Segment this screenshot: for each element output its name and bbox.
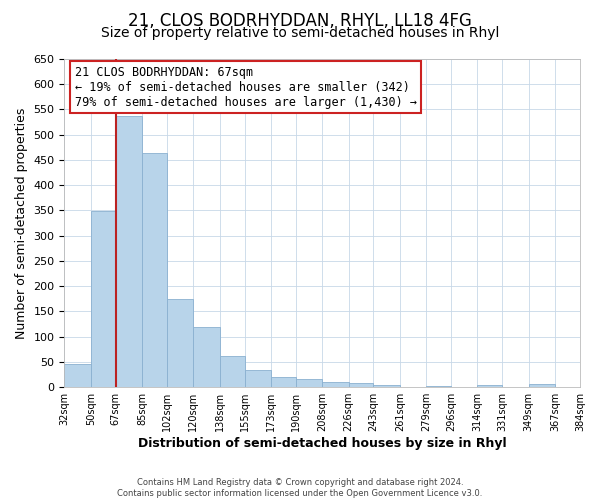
Bar — [373, 384, 400, 387]
Bar — [478, 385, 502, 387]
Text: 21 CLOS BODRHYDDAN: 67sqm
← 19% of semi-detached houses are smaller (342)
79% of: 21 CLOS BODRHYDDAN: 67sqm ← 19% of semi-… — [75, 66, 417, 108]
Bar — [220, 356, 245, 387]
Bar — [116, 116, 142, 387]
Bar — [296, 378, 322, 387]
Bar — [142, 154, 167, 387]
Text: Size of property relative to semi-detached houses in Rhyl: Size of property relative to semi-detach… — [101, 26, 499, 40]
Bar — [426, 386, 451, 387]
Text: Contains HM Land Registry data © Crown copyright and database right 2024.
Contai: Contains HM Land Registry data © Crown c… — [118, 478, 482, 498]
Bar — [193, 327, 220, 387]
Bar — [271, 377, 296, 387]
Bar — [91, 212, 116, 387]
X-axis label: Distribution of semi-detached houses by size in Rhyl: Distribution of semi-detached houses by … — [138, 437, 506, 450]
Bar — [64, 364, 91, 387]
Bar — [167, 299, 193, 387]
Text: 21, CLOS BODRHYDDAN, RHYL, LL18 4FG: 21, CLOS BODRHYDDAN, RHYL, LL18 4FG — [128, 12, 472, 30]
Y-axis label: Number of semi-detached properties: Number of semi-detached properties — [15, 108, 28, 339]
Bar — [245, 370, 271, 387]
Bar — [322, 382, 349, 387]
Bar — [349, 383, 373, 387]
Bar — [529, 384, 555, 387]
